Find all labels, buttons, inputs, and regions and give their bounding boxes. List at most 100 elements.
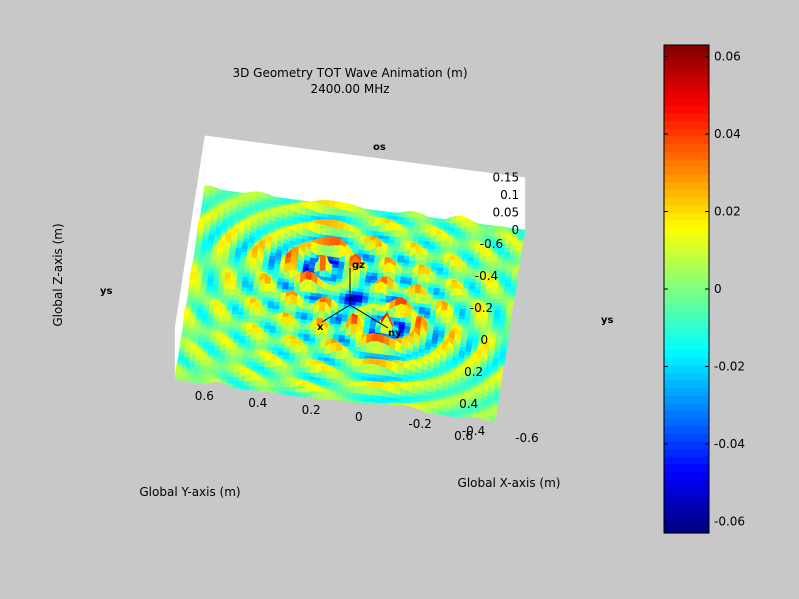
colorbar-segment bbox=[664, 121, 709, 130]
surface-cell bbox=[460, 413, 468, 418]
surface-cell bbox=[404, 210, 412, 219]
back-wall-left bbox=[204, 135, 526, 230]
colorbar-segment bbox=[664, 395, 709, 404]
surface-cell bbox=[214, 268, 222, 274]
surface-cell bbox=[331, 227, 339, 238]
x-tick-label: 0.2 bbox=[302, 403, 321, 417]
colorbar-segment bbox=[664, 273, 709, 282]
colorbar-segment bbox=[664, 418, 709, 427]
surface-cell bbox=[205, 327, 213, 332]
colorbar-segment bbox=[664, 128, 709, 138]
surface-cell bbox=[414, 222, 422, 227]
colorbar-segment bbox=[664, 334, 709, 343]
surface-cell bbox=[507, 262, 515, 267]
z-tick-label: 0.15 bbox=[492, 171, 519, 185]
surface-cell bbox=[279, 378, 287, 384]
colorbar-segment bbox=[664, 182, 709, 191]
surface-cell bbox=[328, 206, 336, 216]
colorbar-tick-label: -0.02 bbox=[714, 360, 745, 374]
surface-cell bbox=[314, 338, 322, 343]
surface-cell bbox=[197, 375, 205, 380]
surface-cell bbox=[449, 412, 457, 418]
colorbar-segment bbox=[664, 90, 709, 99]
z-tick-label: 0.05 bbox=[492, 206, 519, 220]
surface-cell bbox=[319, 224, 327, 236]
colorbar-tick-label: -0.04 bbox=[714, 437, 745, 451]
surface-cell bbox=[440, 240, 448, 248]
surface-cell bbox=[359, 381, 367, 387]
colorbar-segment bbox=[664, 426, 709, 435]
surface-cell bbox=[464, 386, 472, 391]
colorbar-segment bbox=[664, 380, 709, 389]
y-tick-label: 0.4 bbox=[459, 397, 478, 411]
surface-cell bbox=[317, 203, 325, 215]
surface-cell bbox=[255, 344, 263, 349]
surface-cell bbox=[235, 324, 243, 329]
surface-cell bbox=[217, 243, 225, 249]
y-tick-label: 0 bbox=[481, 333, 489, 347]
surface-cell bbox=[368, 401, 377, 405]
surface-cell bbox=[320, 370, 328, 380]
colorbar-segment bbox=[664, 502, 709, 511]
surface-cell bbox=[208, 378, 216, 384]
surface-cell bbox=[311, 391, 319, 400]
chart-subtitle: 2400.00 MHz bbox=[310, 82, 389, 96]
surface-cell bbox=[322, 236, 330, 247]
surface-cell bbox=[274, 365, 282, 373]
surface-cell bbox=[304, 279, 312, 294]
surface-cell bbox=[255, 339, 263, 346]
surface-cell bbox=[353, 385, 361, 395]
colorbar-segment bbox=[664, 98, 709, 107]
surface-cell bbox=[362, 358, 370, 365]
surface-cell bbox=[321, 363, 329, 372]
surface-cell bbox=[365, 381, 373, 388]
surface-cell bbox=[218, 315, 226, 323]
z-tick-label: 0 bbox=[512, 223, 520, 237]
surface-cell bbox=[193, 292, 200, 300]
surface-cell bbox=[371, 341, 379, 355]
colorbar-segment bbox=[664, 235, 709, 244]
surface-cell bbox=[254, 385, 262, 392]
surface-cell bbox=[283, 390, 291, 396]
colorbar-segment bbox=[664, 411, 709, 420]
colorbar-segment bbox=[664, 327, 709, 336]
colorbar-segment bbox=[664, 319, 709, 328]
surface-cell bbox=[225, 348, 233, 356]
surface-cell bbox=[295, 344, 303, 354]
colorbar-gradient bbox=[664, 45, 709, 534]
surface-cell bbox=[443, 411, 451, 417]
surface-cell bbox=[323, 392, 331, 400]
surface-cell bbox=[351, 399, 359, 404]
surface-cell bbox=[490, 293, 498, 300]
y-tick-label: -0.2 bbox=[470, 301, 493, 315]
colorbar-segment bbox=[664, 106, 709, 115]
surface-cell bbox=[348, 230, 356, 240]
colorbar-segment bbox=[664, 311, 709, 321]
y-tick-label: -0.4 bbox=[475, 269, 498, 283]
surface-cell bbox=[329, 281, 337, 286]
colorbar-segment bbox=[664, 433, 709, 443]
x-tick-label: -0.4 bbox=[462, 424, 485, 438]
colorbar-segment bbox=[664, 228, 709, 237]
surface-cell bbox=[414, 293, 422, 305]
x-tick-label: 0 bbox=[355, 410, 363, 424]
surface-cell bbox=[260, 385, 268, 392]
colorbar-segment bbox=[664, 60, 709, 69]
surface-cell bbox=[239, 258, 247, 263]
surface-cell bbox=[249, 379, 257, 388]
surface-cell bbox=[328, 236, 336, 247]
surface-cell bbox=[312, 384, 320, 393]
colorbar-segment bbox=[664, 83, 709, 92]
colorbar-tick-label: 0.06 bbox=[714, 50, 741, 64]
surface-cell bbox=[269, 291, 276, 300]
colorbar-tick-label: 0 bbox=[714, 282, 722, 296]
colorbar: 0.06 0.04 0.02 0 -0.02 -0.04 -0.06 bbox=[663, 44, 745, 534]
surface-cell bbox=[205, 254, 213, 259]
surface-cell bbox=[458, 388, 466, 394]
z-tick-label: 0.1 bbox=[500, 188, 519, 202]
surface-cell bbox=[216, 256, 224, 262]
surface-cell bbox=[337, 220, 345, 231]
surface-cell bbox=[371, 332, 379, 343]
surface-cell bbox=[489, 225, 497, 230]
